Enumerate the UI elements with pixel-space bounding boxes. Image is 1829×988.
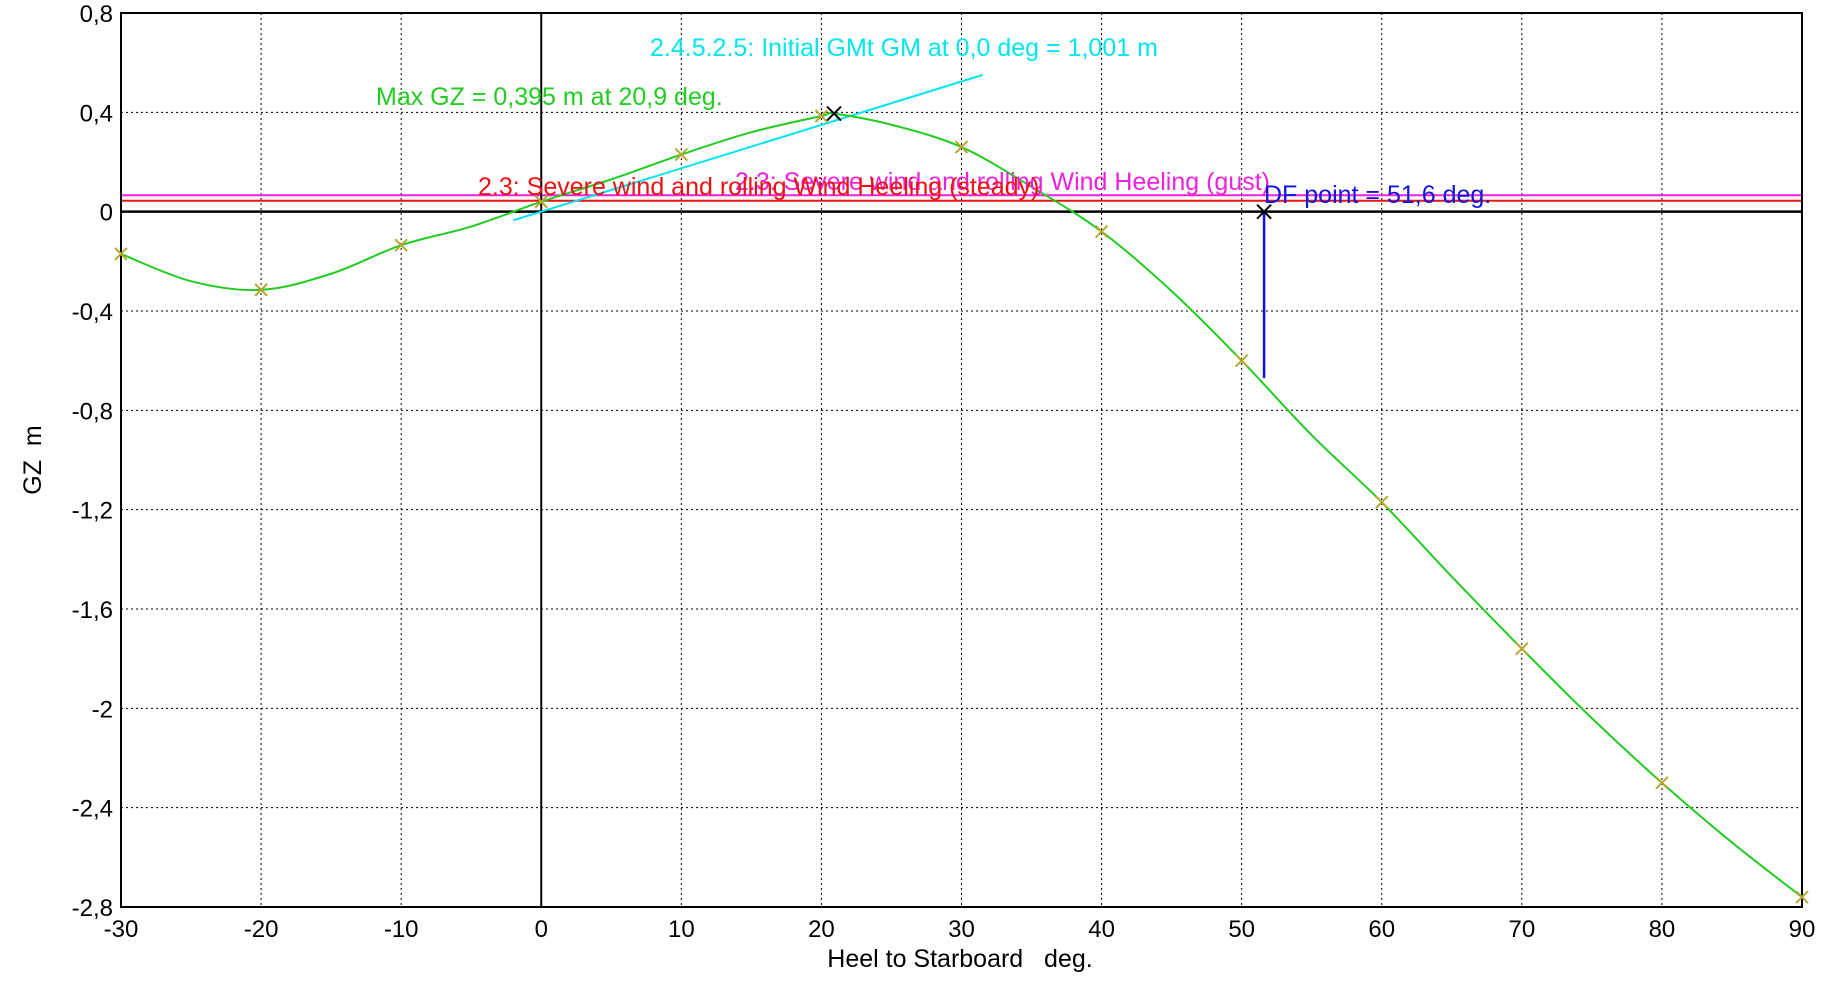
- y-tick-label: -1,6: [72, 597, 113, 624]
- x-tick-label: 50: [1228, 916, 1255, 943]
- gz-marker: [1795, 890, 1809, 904]
- x-tick-label: 90: [1789, 916, 1816, 943]
- max-gz-label: Max GZ = 0,395 m at 20,9 deg.: [376, 83, 723, 111]
- y-tick-label: -0,8: [72, 398, 113, 425]
- gz-markers: [114, 105, 1809, 904]
- df-point-label: DF point = 51,6 deg.: [1264, 181, 1491, 209]
- gz-marker: [394, 238, 408, 252]
- x-tick-label: 60: [1368, 916, 1395, 943]
- y-tick-label: 0: [100, 200, 113, 227]
- max-gz-marker: [826, 105, 842, 122]
- df-point-group: [1256, 203, 1272, 379]
- x-axis-label: Heel to Starboard deg.: [827, 945, 1092, 973]
- df-point-marker: [1256, 203, 1272, 220]
- initial-gm-label: 2.4.5.2.5: Initial GMt GM at 0,0 deg = 1…: [650, 34, 1158, 62]
- x-tick-label: 10: [668, 916, 695, 943]
- zero-axes: [121, 13, 1802, 907]
- initial-gm-group: [512, 74, 983, 222]
- gust-heeling-label: 2.3: Severe wind and rolling Wind Heelin…: [735, 168, 1270, 196]
- x-tick-label: 0: [535, 916, 548, 943]
- y-tick-label: -0,4: [72, 299, 113, 326]
- gz-marker: [114, 247, 128, 261]
- gz-marker: [1515, 642, 1529, 656]
- x-tick-label: -10: [384, 916, 419, 943]
- gz-marker: [1375, 495, 1389, 509]
- y-tick-label: 0,8: [80, 1, 113, 28]
- x-tick-label: 80: [1649, 916, 1676, 943]
- gz-marker: [1655, 776, 1669, 790]
- y-tick-labels: 0,8 0,4 0 -0,4 -0,8 -1,2 -1,6 -2 -2,4 -2,8: [72, 1, 113, 922]
- grid-lines: [121, 13, 1802, 907]
- gz-marker: [254, 283, 268, 297]
- x-tick-label: 20: [808, 916, 835, 943]
- x-tick-label: -20: [244, 916, 279, 943]
- y-tick-label: -2,8: [72, 895, 113, 922]
- gz-marker: [1094, 224, 1109, 239]
- gz-marker: [674, 147, 689, 162]
- heeling-lines: [121, 194, 1802, 202]
- x-tick-labels: -30 -20 -10 0 10 20 30 40 50 60 70 80 90: [104, 916, 1816, 943]
- y-axis-label: GZ m: [19, 425, 47, 494]
- gz-marker: [1234, 353, 1249, 368]
- y-tick-label: -2,4: [72, 796, 113, 823]
- plot-frame: [120, 12, 1803, 908]
- gz-marker: [534, 195, 548, 209]
- gz-marker: [814, 109, 829, 123]
- steady-heeling-label: 2.3: Severe wind and rolling Wind Heelin…: [478, 173, 1039, 201]
- gz-marker: [954, 140, 969, 154]
- x-tick-label: 30: [948, 916, 975, 943]
- initial-gm-line: [512, 74, 983, 222]
- y-tick-label: 0,4: [80, 100, 113, 127]
- x-tick-label: 70: [1508, 916, 1535, 943]
- y-tick-label: -2: [92, 696, 113, 723]
- x-tick-label: 40: [1088, 916, 1115, 943]
- y-tick-label: -1,2: [72, 498, 113, 525]
- x-tick-label: -30: [104, 916, 139, 943]
